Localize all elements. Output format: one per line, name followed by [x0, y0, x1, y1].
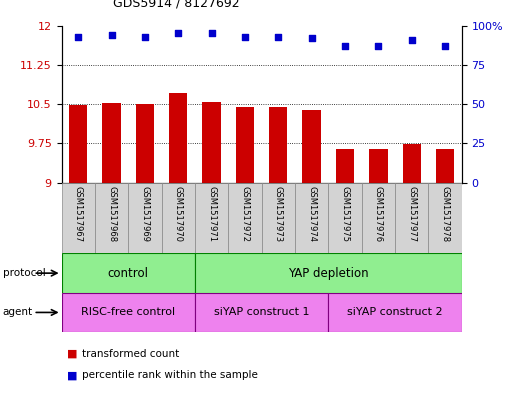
- Text: GSM1517970: GSM1517970: [174, 186, 183, 242]
- Bar: [428, 183, 462, 253]
- Point: [307, 35, 315, 41]
- Text: GSM1517978: GSM1517978: [441, 186, 449, 242]
- Point: [74, 33, 82, 40]
- Text: GSM1517969: GSM1517969: [141, 186, 149, 242]
- Text: YAP depletion: YAP depletion: [288, 266, 369, 280]
- Text: GSM1517973: GSM1517973: [274, 186, 283, 242]
- Bar: [62, 183, 95, 253]
- Bar: [369, 149, 387, 183]
- Bar: [436, 149, 454, 183]
- Bar: [103, 103, 121, 183]
- Text: GSM1517976: GSM1517976: [374, 186, 383, 242]
- Text: GSM1517972: GSM1517972: [241, 186, 249, 242]
- Text: GSM1517967: GSM1517967: [74, 186, 83, 242]
- Bar: [269, 107, 287, 183]
- Text: GSM1517971: GSM1517971: [207, 186, 216, 242]
- Bar: [136, 104, 154, 183]
- Bar: [95, 183, 128, 253]
- Text: GSM1517968: GSM1517968: [107, 186, 116, 242]
- Point: [107, 32, 115, 38]
- Bar: [195, 253, 462, 293]
- Text: transformed count: transformed count: [82, 349, 180, 359]
- Bar: [62, 253, 195, 293]
- Text: RISC-free control: RISC-free control: [81, 307, 175, 318]
- Text: control: control: [108, 266, 149, 280]
- Text: GDS5914 / 8127692: GDS5914 / 8127692: [113, 0, 240, 10]
- Bar: [336, 149, 354, 183]
- Point: [407, 37, 416, 43]
- Bar: [195, 183, 228, 253]
- Point: [441, 43, 449, 49]
- Bar: [203, 102, 221, 183]
- Point: [374, 43, 382, 49]
- Bar: [228, 183, 262, 253]
- Bar: [169, 93, 187, 183]
- Point: [141, 33, 149, 40]
- Bar: [236, 107, 254, 183]
- Bar: [403, 144, 421, 183]
- Text: ■: ■: [67, 370, 77, 380]
- Bar: [69, 105, 87, 183]
- Point: [241, 33, 249, 40]
- Bar: [395, 183, 428, 253]
- Bar: [62, 293, 195, 332]
- Bar: [362, 183, 395, 253]
- Bar: [128, 183, 162, 253]
- Point: [174, 30, 182, 37]
- Point: [341, 43, 349, 49]
- Text: protocol: protocol: [3, 268, 45, 278]
- Text: siYAP construct 2: siYAP construct 2: [347, 307, 443, 318]
- Bar: [162, 183, 195, 253]
- Text: agent: agent: [3, 307, 33, 318]
- Bar: [303, 110, 321, 183]
- Bar: [328, 293, 462, 332]
- Text: GSM1517975: GSM1517975: [341, 186, 349, 242]
- Text: GSM1517974: GSM1517974: [307, 186, 316, 242]
- Text: GSM1517977: GSM1517977: [407, 186, 416, 242]
- Text: siYAP construct 1: siYAP construct 1: [214, 307, 309, 318]
- Point: [274, 33, 282, 40]
- Text: ■: ■: [67, 349, 77, 359]
- Bar: [295, 183, 328, 253]
- Text: percentile rank within the sample: percentile rank within the sample: [82, 370, 258, 380]
- Bar: [328, 183, 362, 253]
- Bar: [262, 183, 295, 253]
- Point: [207, 30, 215, 37]
- Bar: [195, 293, 328, 332]
